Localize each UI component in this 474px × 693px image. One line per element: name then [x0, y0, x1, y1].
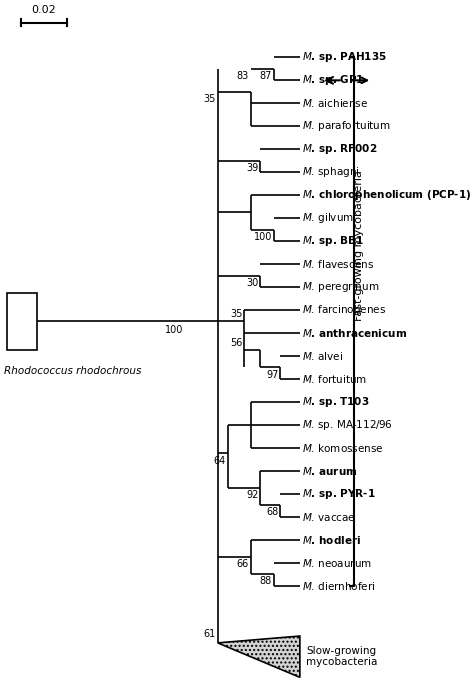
Text: 87: 87	[260, 71, 272, 81]
Text: $\mathit{M}$. chlorophenolicum (PCP-1): $\mathit{M}$. chlorophenolicum (PCP-1)	[301, 188, 471, 202]
Text: 88: 88	[260, 577, 272, 586]
Text: $\mathit{M}$. sp. RF002: $\mathit{M}$. sp. RF002	[301, 142, 377, 156]
Text: 68: 68	[266, 507, 279, 518]
Text: 100: 100	[254, 232, 272, 242]
Text: $\mathit{M}$. flavescens: $\mathit{M}$. flavescens	[301, 258, 374, 270]
Text: Slow-growing
mycobacteria: Slow-growing mycobacteria	[307, 646, 378, 667]
Text: $\mathit{M}$. sp. PAH135: $\mathit{M}$. sp. PAH135	[301, 51, 386, 64]
Text: 30: 30	[246, 278, 259, 288]
FancyBboxPatch shape	[8, 292, 37, 350]
Text: $\mathit{M}$. parafortuitum: $\mathit{M}$. parafortuitum	[301, 119, 390, 133]
Text: 61: 61	[204, 629, 216, 640]
Text: 66: 66	[237, 559, 249, 569]
Text: $\mathit{M}$. vaccae: $\mathit{M}$. vaccae	[301, 511, 355, 523]
Text: $\mathit{M}$. neoaurum: $\mathit{M}$. neoaurum	[301, 556, 372, 568]
Text: $\mathit{M}$. sp. GP1: $\mathit{M}$. sp. GP1	[301, 73, 364, 87]
Text: 64: 64	[214, 456, 226, 466]
Text: $\mathit{M}$. fortuitum: $\mathit{M}$. fortuitum	[301, 373, 367, 385]
Text: Rhodococcus rhodochrous: Rhodococcus rhodochrous	[4, 366, 142, 376]
Text: 83: 83	[237, 71, 249, 81]
Text: $\mathit{M}$. sp. PYR-1: $\mathit{M}$. sp. PYR-1	[301, 486, 375, 500]
Text: $\mathit{M}$. sp. BB1: $\mathit{M}$. sp. BB1	[301, 234, 364, 248]
Text: $\mathit{M}$. anthracenicum: $\mathit{M}$. anthracenicum	[301, 327, 407, 339]
Text: $\mathit{M}$. aichiense: $\mathit{M}$. aichiense	[301, 97, 368, 109]
Text: $\mathit{M}$. gilvum: $\mathit{M}$. gilvum	[301, 211, 354, 225]
Text: $\mathit{M}$. aurum: $\mathit{M}$. aurum	[301, 465, 357, 477]
Text: $\mathit{M}$. komossense: $\mathit{M}$. komossense	[301, 441, 383, 454]
Text: 97: 97	[266, 369, 279, 380]
Text: 35: 35	[230, 309, 242, 319]
Text: $\mathit{M}$. sp. T103: $\mathit{M}$. sp. T103	[301, 395, 369, 409]
Text: $\mathit{M}$. farcinogenes: $\mathit{M}$. farcinogenes	[301, 303, 386, 317]
Text: $\mathit{M}$. hodleri: $\mathit{M}$. hodleri	[301, 534, 360, 545]
Text: 0.02: 0.02	[31, 5, 56, 15]
Text: 92: 92	[246, 490, 259, 500]
Text: 35: 35	[204, 94, 216, 104]
Text: $\mathit{M}$. alvei: $\mathit{M}$. alvei	[301, 350, 343, 362]
Text: 100: 100	[165, 325, 183, 335]
Text: $\mathit{M}$. diernhoferi: $\mathit{M}$. diernhoferi	[301, 579, 375, 592]
Text: $\mathit{M}$. peregrinum: $\mathit{M}$. peregrinum	[301, 280, 379, 294]
Text: 56: 56	[230, 338, 242, 348]
Text: Fast-growing mycobacteria: Fast-growing mycobacteria	[354, 170, 364, 322]
Polygon shape	[218, 636, 300, 677]
Text: $\mathit{M}$. sp. MA-112/96: $\mathit{M}$. sp. MA-112/96	[301, 418, 392, 432]
Text: $\mathit{M}$. sphagni: $\mathit{M}$. sphagni	[301, 165, 359, 179]
Text: 39: 39	[246, 163, 259, 173]
